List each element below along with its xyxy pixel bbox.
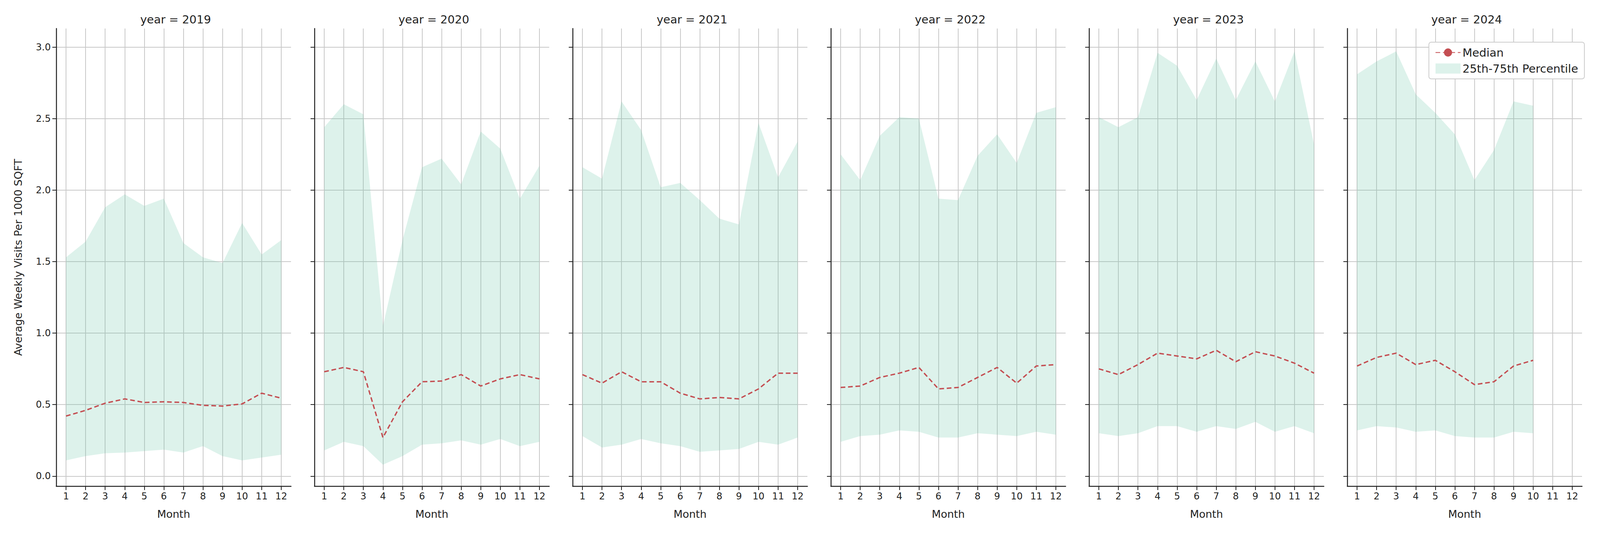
svg-text:10: 10 <box>1527 491 1540 502</box>
svg-text:5: 5 <box>1174 491 1181 502</box>
svg-text:Month: Month <box>415 508 449 521</box>
svg-text:5: 5 <box>399 491 406 502</box>
svg-text:Month: Month <box>673 508 707 521</box>
svg-text:25th-75th Percentile: 25th-75th Percentile <box>1462 62 1579 76</box>
svg-text:11: 11 <box>1030 491 1043 502</box>
svg-text:3: 3 <box>618 491 625 502</box>
svg-text:9: 9 <box>1252 491 1259 502</box>
svg-text:0.5: 0.5 <box>35 399 51 411</box>
svg-text:4: 4 <box>896 491 903 502</box>
svg-text:7: 7 <box>955 491 961 502</box>
svg-text:1.5: 1.5 <box>35 256 51 268</box>
svg-text:6: 6 <box>677 491 684 502</box>
svg-text:9: 9 <box>477 491 484 502</box>
svg-text:1: 1 <box>1095 491 1102 502</box>
svg-text:5: 5 <box>1432 491 1439 502</box>
svg-text:11: 11 <box>514 491 527 502</box>
svg-text:year = 2024: year = 2024 <box>1431 12 1502 27</box>
svg-text:10: 10 <box>236 491 249 502</box>
svg-text:11: 11 <box>772 491 785 502</box>
svg-text:12: 12 <box>1050 491 1063 502</box>
svg-text:9: 9 <box>735 491 742 502</box>
svg-text:3: 3 <box>360 491 367 502</box>
svg-text:4: 4 <box>638 491 645 502</box>
svg-text:4: 4 <box>121 491 128 502</box>
svg-text:10: 10 <box>1010 491 1024 502</box>
svg-text:11: 11 <box>1546 491 1559 502</box>
svg-text:2: 2 <box>1115 491 1122 502</box>
svg-text:6: 6 <box>935 491 942 502</box>
svg-text:2: 2 <box>598 491 605 502</box>
svg-text:4: 4 <box>1154 491 1161 502</box>
svg-text:1: 1 <box>837 491 844 502</box>
svg-text:12: 12 <box>1308 491 1321 502</box>
svg-text:year = 2019: year = 2019 <box>140 12 211 27</box>
svg-text:1: 1 <box>1353 491 1360 502</box>
svg-text:Month: Month <box>157 508 191 521</box>
svg-text:8: 8 <box>1232 491 1239 502</box>
svg-text:2.5: 2.5 <box>35 113 51 125</box>
svg-text:Month: Month <box>1448 508 1482 521</box>
svg-text:12: 12 <box>791 491 804 502</box>
svg-text:1.0: 1.0 <box>35 327 51 339</box>
svg-text:6: 6 <box>1193 491 1200 502</box>
svg-text:7: 7 <box>1213 491 1220 502</box>
svg-text:2: 2 <box>1373 491 1380 502</box>
svg-text:6: 6 <box>160 491 167 502</box>
svg-text:year = 2021: year = 2021 <box>656 12 728 27</box>
svg-text:10: 10 <box>1269 491 1282 502</box>
svg-text:2: 2 <box>857 491 863 502</box>
svg-text:8: 8 <box>458 491 465 502</box>
svg-text:Month: Month <box>931 508 965 521</box>
svg-text:5: 5 <box>916 491 922 502</box>
svg-text:6: 6 <box>419 491 425 502</box>
svg-text:0.0: 0.0 <box>35 470 51 482</box>
svg-text:9: 9 <box>994 491 1000 502</box>
svg-text:5: 5 <box>657 491 664 502</box>
svg-text:3: 3 <box>1393 491 1400 502</box>
svg-text:12: 12 <box>275 491 288 502</box>
svg-text:7: 7 <box>696 491 703 502</box>
svg-text:3: 3 <box>102 491 109 502</box>
svg-text:1: 1 <box>321 491 327 502</box>
svg-text:2: 2 <box>82 491 89 502</box>
svg-text:Month: Month <box>1189 508 1224 521</box>
svg-text:7: 7 <box>1471 491 1478 502</box>
svg-text:Average Weekly Visits Per 1000: Average Weekly Visits Per 1000 SQFT <box>12 158 25 356</box>
svg-text:8: 8 <box>200 491 206 502</box>
svg-text:3: 3 <box>876 491 883 502</box>
svg-text:2: 2 <box>340 491 347 502</box>
svg-text:8: 8 <box>1491 491 1497 502</box>
svg-text:7: 7 <box>180 491 187 502</box>
svg-text:9: 9 <box>1510 491 1517 502</box>
svg-text:year = 2020: year = 2020 <box>398 12 470 27</box>
svg-text:7: 7 <box>438 491 445 502</box>
svg-text:4: 4 <box>380 491 386 502</box>
svg-text:11: 11 <box>255 491 268 502</box>
svg-text:9: 9 <box>219 491 226 502</box>
svg-text:1: 1 <box>579 491 586 502</box>
svg-text:6: 6 <box>1451 491 1458 502</box>
svg-text:year = 2022: year = 2022 <box>914 12 986 27</box>
svg-text:2.0: 2.0 <box>35 184 51 196</box>
svg-text:10: 10 <box>494 491 507 502</box>
svg-text:12: 12 <box>1566 491 1579 502</box>
svg-text:12: 12 <box>533 491 546 502</box>
svg-text:8: 8 <box>716 491 723 502</box>
svg-text:Median: Median <box>1462 46 1504 60</box>
svg-text:8: 8 <box>974 491 981 502</box>
svg-text:11: 11 <box>1288 491 1301 502</box>
svg-text:1: 1 <box>62 491 69 502</box>
svg-text:3: 3 <box>1135 491 1142 502</box>
svg-text:year = 2023: year = 2023 <box>1173 12 1244 27</box>
svg-text:4: 4 <box>1412 491 1419 502</box>
svg-text:5: 5 <box>141 491 148 502</box>
svg-text:10: 10 <box>752 491 765 502</box>
svg-text:3.0: 3.0 <box>35 41 51 53</box>
